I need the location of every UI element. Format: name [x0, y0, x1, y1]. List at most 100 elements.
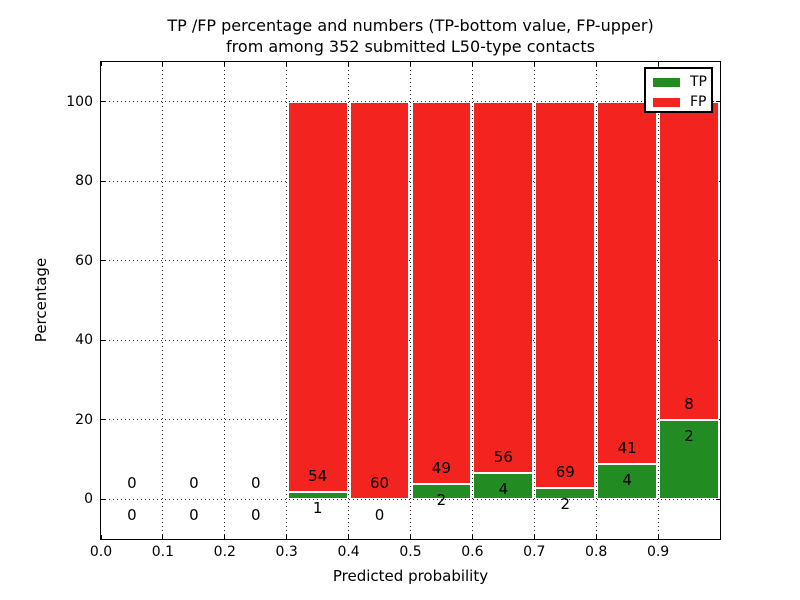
y-tick-mark [101, 180, 105, 182]
x-tick-mark [100, 535, 102, 539]
x-tick-label: 0.9 [646, 544, 670, 560]
x-tick-mark [410, 535, 411, 539]
y-tick-mark [101, 498, 105, 500]
tp-count-label: 2 [436, 490, 447, 509]
plot-area: 0 0 0 0 0 0 54 1 60 0 49 2 56 4 69 2 41 4 8 2 TP FP [100, 61, 721, 540]
legend: TP FP [644, 67, 713, 113]
x-tick-mark [410, 62, 411, 66]
tp-count-label: 1 [312, 498, 323, 517]
v-gridline [224, 62, 226, 539]
tp-count-label: 2 [684, 426, 694, 445]
x-tick-mark [533, 62, 535, 66]
x-tick-mark [533, 535, 535, 539]
legend-item-label: TP [690, 74, 707, 90]
tp-count-label: 0 [250, 506, 261, 525]
y-tick-label: 20 [75, 411, 93, 428]
fp-count-label: 8 [684, 394, 694, 413]
y-tick-mark [101, 101, 105, 103]
v-gridline [533, 62, 535, 539]
v-gridline [348, 62, 350, 539]
x-tick-label: 0.1 [151, 544, 175, 560]
fp-count-label: 69 [555, 463, 575, 482]
x-tick-label: 0.6 [461, 544, 484, 560]
x-tick-label: 0.2 [213, 544, 236, 560]
bar-tp-segment [535, 488, 596, 500]
y-tick-label: 0 [84, 491, 93, 508]
x-tick-label: 0.8 [585, 544, 608, 560]
fp-count-label: 56 [493, 447, 513, 466]
bar-fp-segment [535, 101, 596, 489]
tp-count-label: 0 [127, 506, 137, 525]
x-tick-mark [286, 62, 288, 66]
x-tick-mark [100, 62, 102, 66]
tp-count-label: 0 [189, 506, 199, 525]
x-tick-label: 0.4 [337, 544, 360, 560]
v-gridline [410, 62, 411, 539]
x-tick-mark [719, 62, 721, 66]
fp-count-label: 0 [189, 474, 199, 493]
y-tick-label: 80 [75, 173, 93, 190]
tp-count-label: 0 [374, 506, 385, 525]
x-tick-mark [595, 535, 597, 539]
x-tick-mark [719, 535, 721, 539]
y-tick-mark [101, 260, 105, 262]
y-tick-label: 60 [75, 252, 93, 269]
x-tick-label: 0.0 [89, 544, 113, 560]
x-tick-mark [286, 535, 288, 539]
x-tick-mark [162, 62, 164, 66]
bar-fp-segment [659, 101, 719, 420]
legend-item: FP [653, 92, 711, 112]
x-tick-mark [657, 62, 659, 66]
v-gridline [595, 62, 597, 539]
y-tick-mark [101, 419, 105, 421]
legend-swatch-fp [653, 97, 680, 107]
chart-title-line2: from among 352 submitted L50-type contac… [226, 37, 595, 56]
x-tick-mark [224, 62, 226, 66]
x-tick-label: 0.3 [275, 544, 298, 560]
v-gridline [286, 62, 288, 539]
bar-fp-segment [473, 101, 534, 473]
x-tick-mark [657, 535, 659, 539]
bar-fp-segment [349, 101, 410, 500]
bar-fp-segment [287, 101, 348, 493]
bar-tp-segment [659, 419, 719, 500]
y-tick-mark [101, 339, 105, 341]
chart-title: TP /FP percentage and numbers (TP-bottom… [101, 15, 720, 57]
y-tick-label: 100 [66, 93, 93, 110]
tp-count-label: 2 [560, 494, 571, 513]
v-gridline [471, 62, 473, 539]
legend-item: TP [653, 72, 711, 92]
fp-count-label: 60 [370, 474, 390, 493]
x-tick-mark [471, 535, 473, 539]
x-tick-label: 0.5 [399, 544, 422, 560]
bar-fp-segment [411, 101, 472, 484]
y-tick-mark [716, 498, 720, 500]
x-tick-label: 0.7 [523, 544, 546, 560]
legend-swatch-tp [653, 77, 680, 87]
y-tick-label: 40 [75, 332, 93, 349]
x-tick-mark [162, 535, 164, 539]
fp-count-label: 54 [308, 467, 328, 486]
x-tick-mark [471, 62, 473, 66]
fp-count-label: 41 [617, 439, 637, 458]
v-gridline [657, 62, 659, 539]
y-axis-label: Percentage [32, 257, 50, 343]
v-gridline [162, 62, 164, 539]
x-tick-mark [348, 535, 350, 539]
x-tick-mark [348, 62, 350, 66]
bar-tp-segment [597, 463, 658, 500]
legend-item-label: FP [690, 94, 707, 110]
x-tick-mark [224, 535, 226, 539]
tp-count-label: 4 [622, 470, 632, 489]
x-tick-mark [595, 62, 597, 66]
fp-count-label: 49 [431, 458, 451, 477]
fp-count-label: 0 [250, 474, 261, 493]
bar-tp-segment [411, 483, 472, 500]
chart-title-line1: TP /FP percentage and numbers (TP-bottom… [167, 16, 654, 35]
fp-count-label: 0 [127, 474, 137, 493]
bar-fp-segment [597, 101, 658, 464]
tp-count-label: 4 [498, 479, 509, 498]
x-axis-label: Predicted probability [332, 567, 489, 585]
bar-tp-segment [473, 472, 534, 500]
